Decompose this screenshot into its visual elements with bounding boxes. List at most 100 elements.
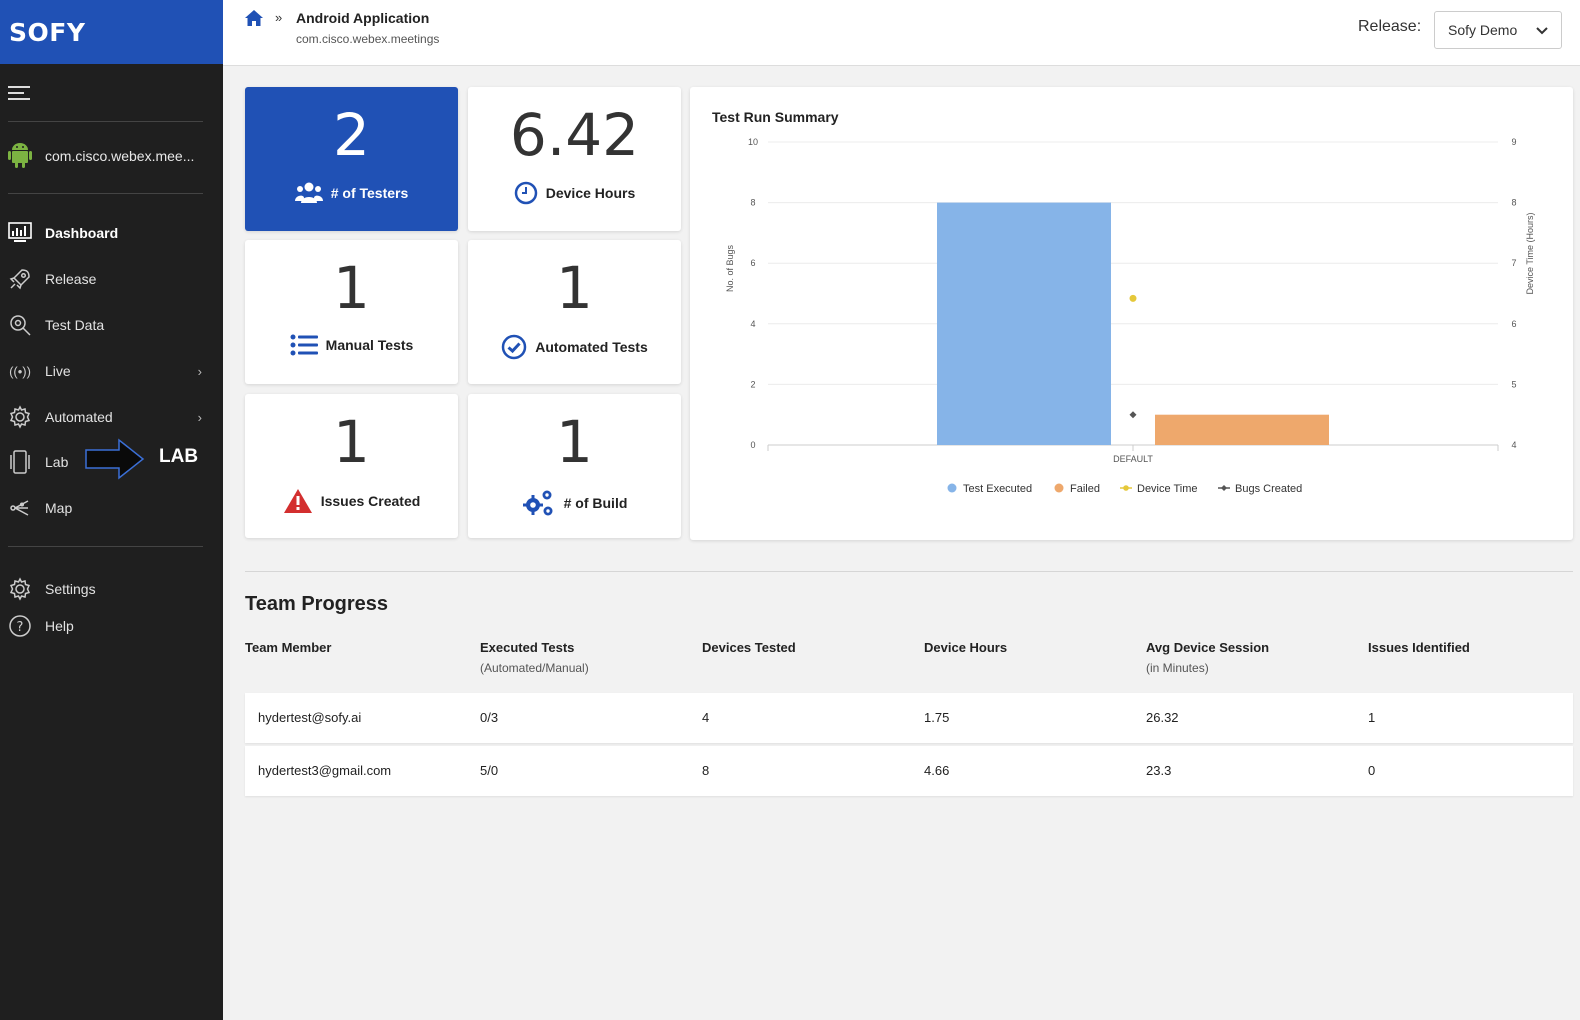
clock-icon (514, 181, 537, 205)
stat-value: 2 (333, 101, 370, 169)
cell-executed-tests: 5/0 (480, 763, 499, 778)
column-header-avg-device-session: Avg Device Session (in Minutes) (1146, 640, 1270, 675)
sidebar: SOFY com.cisco.webex.mee... Dashboard Re… (0, 0, 223, 1020)
users-icon (294, 182, 323, 203)
arrow-right-icon (85, 438, 145, 480)
svg-text:?: ? (17, 620, 24, 635)
legend-marker-test-executed (947, 483, 957, 493)
stat-value: 6.42 (509, 101, 640, 169)
sidebar-item-dashboard[interactable]: Dashboard (7, 218, 207, 248)
sidebar-item-label: Automated (45, 409, 113, 425)
release-dropdown[interactable]: Sofy Demo (1434, 11, 1562, 49)
y-tick-label: 0 (750, 440, 755, 450)
release-label: Release: (1358, 18, 1422, 35)
y-tick-label: 4 (750, 319, 755, 329)
page-title: Android Application (296, 10, 430, 26)
chart-title: Test Run Summary (712, 109, 839, 125)
lab-annotation: LAB (159, 446, 199, 467)
y-tick-label: 6 (750, 258, 755, 268)
stat-card-testers[interactable]: 2 # of Testers (245, 87, 458, 231)
stat-card-device-hours[interactable]: 6.42 Device Hours (468, 87, 681, 231)
menu-toggle-icon[interactable] (8, 86, 30, 100)
y-tick-label: 2 (750, 379, 755, 389)
y2-tick-label: 7 (1511, 258, 1516, 268)
legend-label: Failed (1070, 483, 1100, 495)
page-subtitle: com.cisco.webex.meetings (296, 32, 440, 46)
sidebar-divider (8, 121, 203, 122)
sidebar-item-label: Dashboard (45, 225, 119, 241)
sidebar-item-label: Release (45, 271, 97, 287)
legend-label: Bugs Created (1235, 483, 1302, 495)
cell-team-member: hydertest3@gmail.com (258, 763, 392, 778)
breadcrumb-separator: » (275, 10, 283, 25)
cell-issues-identified: 0 (1368, 763, 1376, 778)
broadcast-icon: ((•)) (9, 363, 31, 379)
stat-card-builds[interactable]: 1 # of Build (468, 394, 681, 538)
cell-issues-identified: 1 (1368, 710, 1376, 725)
y2-tick-label: 6 (1511, 319, 1516, 329)
home-icon[interactable] (244, 9, 264, 27)
bar-failed (1155, 414, 1329, 445)
cell-avg-device-session: 26.32 (1146, 710, 1179, 725)
sidebar-item-test-data[interactable]: Test Data (7, 310, 207, 340)
brand-logo[interactable]: SOFY (0, 0, 223, 64)
sidebar-item-label: Lab (45, 454, 69, 470)
release-value: Sofy Demo (1448, 22, 1518, 38)
list-icon (290, 334, 318, 356)
chevron-right-icon: › (197, 363, 202, 379)
section-divider (245, 571, 1573, 572)
sidebar-item-live[interactable]: ((•)) Live › (7, 356, 207, 386)
point-bugs-created (1129, 411, 1137, 419)
stat-card-automated-tests[interactable]: 1 Automated Tests (468, 240, 681, 384)
stat-label: Issues Created (320, 493, 421, 509)
legend-marker-failed (1054, 483, 1064, 493)
warning-icon (283, 489, 312, 513)
stat-card-manual-tests[interactable]: 1 Manual Tests (245, 240, 458, 384)
sidebar-item-settings[interactable]: Settings (7, 574, 207, 604)
app-selector[interactable]: com.cisco.webex.mee... (7, 142, 194, 170)
column-header-device-hours: Device Hours (924, 640, 1008, 655)
android-icon (8, 143, 32, 168)
table-row[interactable]: hydertest3@gmail.com 5/0 8 4.66 23.3 0 (245, 746, 1573, 796)
cell-avg-device-session: 23.3 (1146, 763, 1172, 778)
column-header-issues-identified: Issues Identified (1368, 640, 1470, 655)
dashboard-icon (7, 220, 33, 246)
legend-label: Device Time (1137, 483, 1198, 495)
stat-value: 1 (556, 254, 593, 322)
rocket-icon (7, 266, 33, 292)
y-axis-label: No. of Bugs (725, 244, 735, 292)
y2-tick-label: 8 (1511, 198, 1516, 208)
sidebar-item-automated[interactable]: Automated › (7, 402, 207, 432)
check-circle-icon (501, 334, 527, 360)
chevron-down-icon (1536, 27, 1548, 35)
device-icon (7, 449, 33, 475)
sidebar-item-label: Map (45, 500, 73, 516)
sidebar-item-map[interactable]: Map (7, 493, 207, 523)
y2-tick-label: 9 (1511, 137, 1516, 147)
x-tick-label: DEFAULT (1113, 454, 1153, 464)
stat-card-issues-created[interactable]: 1 Issues Created (245, 394, 458, 538)
y2-axis-label: Device Time (Hours) (1525, 212, 1535, 294)
chevron-right-icon: › (197, 409, 202, 425)
y-tick-label: 10 (748, 137, 758, 147)
sidebar-item-release[interactable]: Release (7, 264, 207, 294)
sidebar-item-help[interactable]: ? Help (7, 611, 207, 641)
top-header: » Android Application com.cisco.webex.me… (223, 0, 1580, 66)
stat-label: Automated Tests (535, 339, 648, 355)
sidebar-item-label: Settings (45, 581, 96, 597)
sidebar-item-lab[interactable]: Lab (7, 447, 77, 477)
sidebar-item-label: Live (45, 363, 71, 379)
search-gear-icon (7, 312, 33, 338)
cell-executed-tests: 0/3 (480, 710, 499, 725)
table-row[interactable]: hydertest@sofy.ai 0/3 4 1.75 26.32 1 (245, 693, 1573, 743)
sidebar-item-label: Test Data (45, 317, 105, 333)
gears-icon (522, 490, 553, 516)
cell-devices-tested: 4 (702, 710, 710, 725)
team-progress-title: Team Progress (245, 593, 389, 615)
point-device-time (1129, 294, 1137, 302)
help-icon: ? (7, 613, 33, 639)
stat-value: 1 (333, 254, 370, 322)
settings-icon (7, 576, 33, 602)
test-run-summary-chart: Test Run Summary 0 2 4 6 8 10 4 5 6 7 8 9 No. of Bug… (690, 87, 1573, 540)
stat-label: Device Hours (545, 185, 636, 201)
